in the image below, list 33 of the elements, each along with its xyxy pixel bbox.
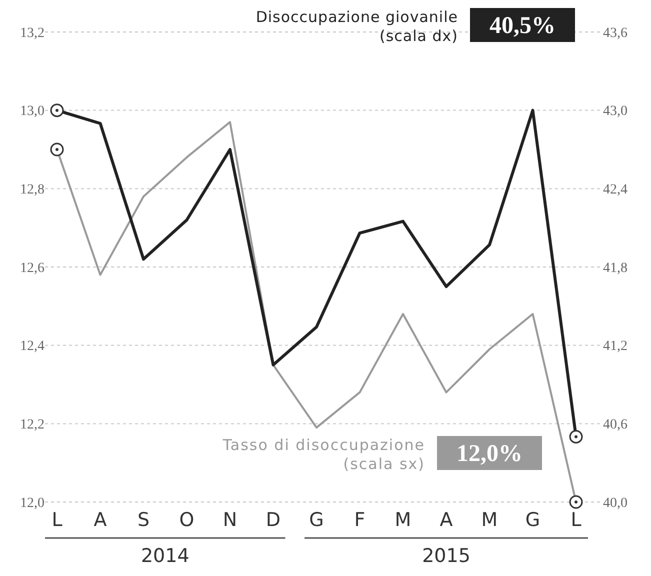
y-tick-label: 12,4 — [20, 339, 44, 354]
y2-tick-label: 42,4 — [603, 182, 628, 198]
x-tick-label: A — [94, 509, 107, 531]
y-tick-label: 12,2 — [20, 418, 44, 433]
y-tick-label: 12,6 — [20, 260, 44, 276]
x-tick-label: G — [309, 509, 324, 531]
text: 2014 — [140, 545, 190, 567]
x-tick-label: L — [52, 509, 63, 531]
x-tick-label: S — [137, 509, 150, 531]
y-tick-label: 13,0 — [20, 104, 44, 120]
text: Disoccupazione giovanile (scala dx) — [256, 8, 458, 45]
x-tick-label: L — [570, 509, 582, 531]
annotation: 12,0% — [456, 441, 522, 467]
x-tick-label: A — [440, 509, 453, 531]
y2-tick-label: 41,2 — [603, 339, 628, 354]
y-tick-label: 12,8 — [20, 182, 44, 198]
y2-tick-label: 43,6 — [603, 26, 628, 41]
y-tick-label: 12,0 — [20, 496, 44, 511]
annotation: 40,5% — [490, 13, 556, 39]
text: 2015 — [422, 545, 470, 567]
x-tick-label: G — [525, 509, 540, 531]
x-tick-label: O — [179, 509, 194, 531]
y2-tick-label: 40,0 — [603, 496, 628, 511]
x-tick-label: D — [266, 509, 281, 531]
x-tick-label: M — [481, 509, 498, 531]
x-tick-label: N — [222, 509, 238, 531]
x-tick-label: F — [354, 509, 366, 531]
y2-tick-label: 41,8 — [603, 260, 628, 276]
x-tick-label: M — [394, 509, 412, 531]
y-tick-label: 13,2 — [20, 26, 44, 41]
series-label: Tasso di disoccupazione (scala sx) — [222, 436, 425, 473]
y2-tick-label: 40,6 — [603, 418, 628, 433]
y2-tick-label: 43,0 — [603, 104, 628, 120]
